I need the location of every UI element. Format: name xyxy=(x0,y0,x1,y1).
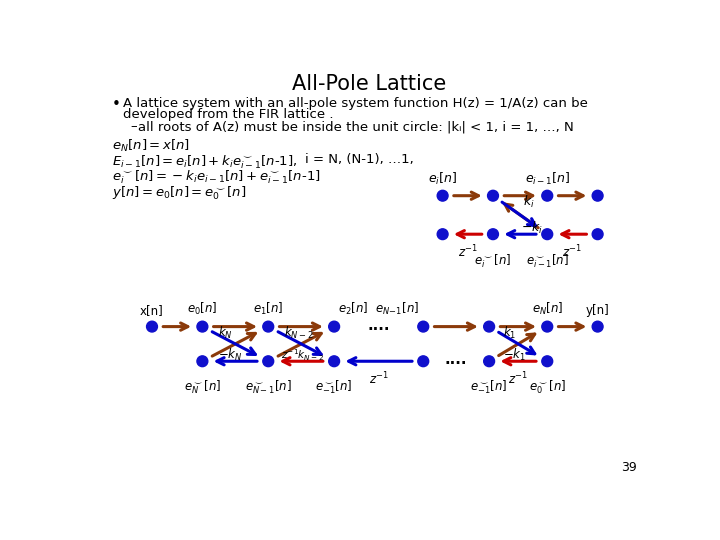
Circle shape xyxy=(147,321,158,332)
Circle shape xyxy=(593,321,603,332)
Text: x[n]: x[n] xyxy=(140,305,164,318)
Text: $z^{-1}$: $z^{-1}$ xyxy=(458,244,478,260)
Text: $e^{\smile}_i[n]$: $e^{\smile}_i[n]$ xyxy=(474,253,512,270)
Text: $-k_N$: $-k_N$ xyxy=(218,347,243,363)
Text: $k_{N-2}$: $k_{N-2}$ xyxy=(284,325,314,341)
Text: $E_{i-1}[n] = e_i[n] + k_ie^{\smile}_{i-1}[n\text{-}1],$: $E_{i-1}[n] = e_i[n] + k_ie^{\smile}_{i-… xyxy=(112,153,297,171)
Text: ....: .... xyxy=(445,352,467,367)
Text: $e_N[n] = x[n]$: $e_N[n] = x[n]$ xyxy=(112,138,189,154)
Circle shape xyxy=(542,229,553,240)
Text: $e^{\smile}_{-1}[n]$: $e^{\smile}_{-1}[n]$ xyxy=(315,378,353,396)
Text: –: – xyxy=(130,120,137,133)
Text: all roots of A(z) must be inside the unit circle: |kᵢ| < 1, i = 1, …, N: all roots of A(z) must be inside the uni… xyxy=(138,120,574,133)
Text: $e^{\smile}_{N-1}[n]$: $e^{\smile}_{N-1}[n]$ xyxy=(245,378,292,396)
Text: $e_i[n]$: $e_i[n]$ xyxy=(428,171,457,187)
Circle shape xyxy=(484,321,495,332)
Circle shape xyxy=(484,356,495,367)
Circle shape xyxy=(593,190,603,201)
Text: i = N, (N-1), …1,: i = N, (N-1), …1, xyxy=(287,153,413,166)
Text: $k_N$: $k_N$ xyxy=(218,325,233,341)
Circle shape xyxy=(263,321,274,332)
Text: $e_N[n]$: $e_N[n]$ xyxy=(531,301,563,318)
Text: $e^{\smile}_i[n] = -k_ie_{i-1}[n] + e^{\smile}_{i-1}[n\text{-}1]$: $e^{\smile}_i[n] = -k_ie_{i-1}[n] + e^{\… xyxy=(112,168,320,186)
Text: $z^{-1}$: $z^{-1}$ xyxy=(369,370,389,387)
Text: $k_1$: $k_1$ xyxy=(503,325,516,341)
Text: $e_1[n]$: $e_1[n]$ xyxy=(253,301,284,318)
Circle shape xyxy=(542,356,553,367)
Text: $z^{-1}$: $z^{-1}$ xyxy=(508,370,528,387)
Circle shape xyxy=(263,356,274,367)
Text: $k_i$: $k_i$ xyxy=(523,193,535,210)
Text: $e_{i-1}[n]$: $e_{i-1}[n]$ xyxy=(525,171,570,187)
Text: All-Pole Lattice: All-Pole Lattice xyxy=(292,74,446,94)
Text: A lattice system with an all-pole system function H(z) = 1/A(z) can be: A lattice system with an all-pole system… xyxy=(122,97,588,110)
Circle shape xyxy=(487,229,498,240)
Text: developed from the FIR lattice .: developed from the FIR lattice . xyxy=(122,108,333,121)
Circle shape xyxy=(593,229,603,240)
Text: $e_0[n]$: $e_0[n]$ xyxy=(187,301,217,318)
Text: y[n]: y[n] xyxy=(586,305,610,318)
Text: •: • xyxy=(112,97,120,112)
Circle shape xyxy=(329,321,340,332)
Circle shape xyxy=(418,321,428,332)
Circle shape xyxy=(542,321,553,332)
Text: ....: .... xyxy=(367,318,390,333)
Text: $e^{\smile}_N[n]$: $e^{\smile}_N[n]$ xyxy=(184,378,221,396)
Circle shape xyxy=(197,321,208,332)
Text: $e^{\smile}_{i-1}[n]$: $e^{\smile}_{i-1}[n]$ xyxy=(526,253,569,270)
Text: $-k_i$: $-k_i$ xyxy=(521,220,543,237)
Circle shape xyxy=(329,356,340,367)
Circle shape xyxy=(437,229,448,240)
Circle shape xyxy=(197,356,208,367)
Text: $e^{\smile}_0[n]$: $e^{\smile}_0[n]$ xyxy=(528,378,566,396)
Circle shape xyxy=(437,190,448,201)
Text: $e_2[n]\ \ e_{N\!-\!1}[n]$: $e_2[n]\ \ e_{N\!-\!1}[n]$ xyxy=(338,301,419,318)
Circle shape xyxy=(542,190,553,201)
Text: 39: 39 xyxy=(621,462,636,475)
Text: $e^{\smile}_{-1}[n]$: $e^{\smile}_{-1}[n]$ xyxy=(470,378,508,396)
Text: $z^{-1}$: $z^{-1}$ xyxy=(562,244,582,260)
Text: $z^{-1}k_{N-2}$: $z^{-1}k_{N-2}$ xyxy=(281,347,324,362)
Text: $-k_1$: $-k_1$ xyxy=(503,347,526,363)
Text: $y[n] = e_0[n] = e^{\smile}_0[n]$: $y[n] = e_0[n] = e^{\smile}_0[n]$ xyxy=(112,184,246,201)
Circle shape xyxy=(487,190,498,201)
Circle shape xyxy=(418,356,428,367)
